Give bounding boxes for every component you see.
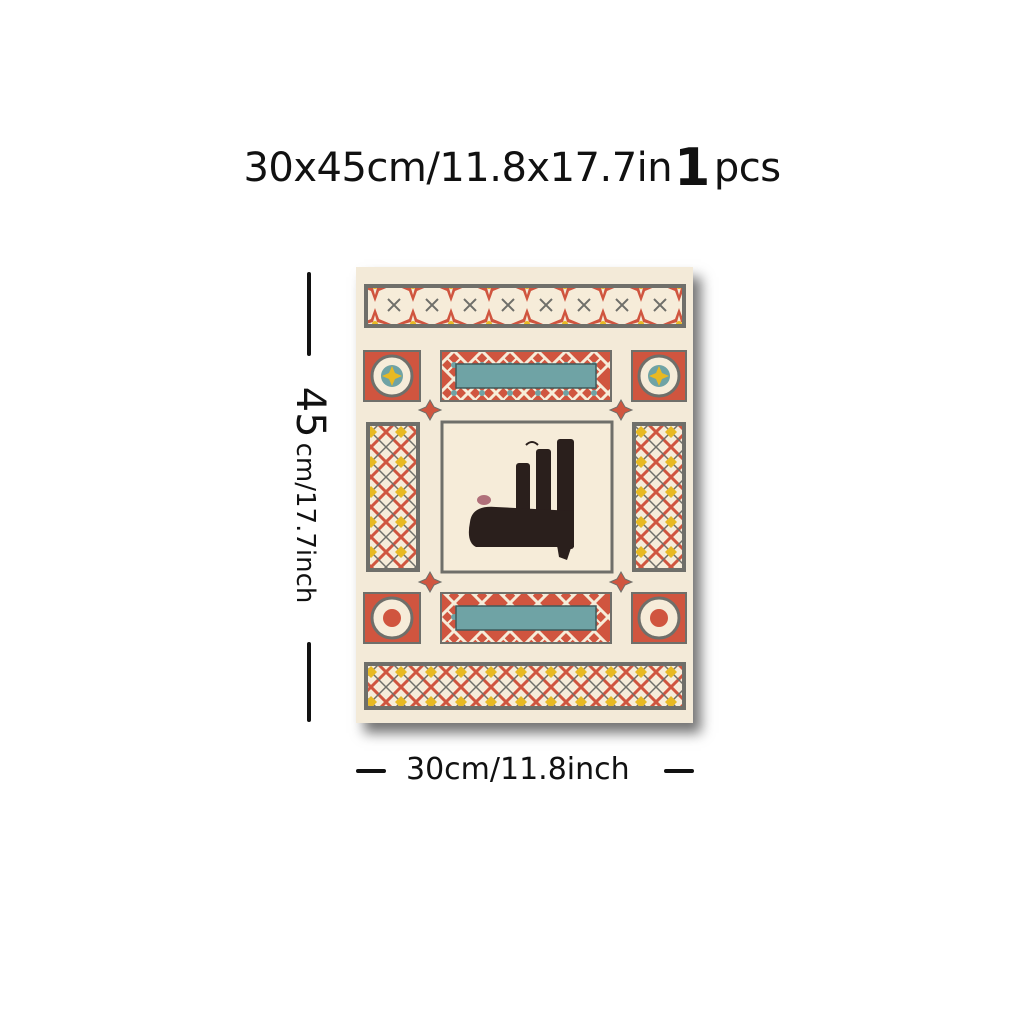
height-unit: cm/17.7inch: [290, 442, 320, 604]
top-teal-inlay: [455, 363, 597, 389]
top-border-band: [368, 288, 682, 324]
bottom-left-medallion: [363, 592, 421, 644]
height-dimension-label: 45 cm/17.7inch: [287, 387, 333, 604]
left-side-panel: [370, 426, 416, 568]
bottom-border-band: [368, 666, 682, 706]
calligraphy-mark: [468, 439, 574, 560]
rosette-ornament: [608, 570, 634, 594]
height-dimension-bar-bottom: [307, 642, 311, 722]
islamic-geometric-artwork: [356, 267, 693, 723]
bottom-teal-inlay: [455, 605, 597, 631]
rosette-ornament: [417, 398, 443, 422]
red-dot-ornament: [477, 495, 491, 505]
right-side-panel: [636, 426, 682, 568]
product-size-title: 30x45cm/11.8x17.7in1 pcs: [0, 138, 1024, 198]
rosette-ornament: [608, 398, 634, 422]
width-dimension-label: 30cm/11.8inch: [406, 752, 630, 787]
top-left-medallion: [363, 350, 421, 402]
height-value: 45: [287, 386, 333, 438]
width-dimension-bar-left: [356, 769, 386, 773]
quantity-number: 1: [674, 138, 710, 198]
bottom-right-medallion: [631, 592, 687, 644]
canvas-artwork: [356, 267, 693, 723]
top-right-medallion: [631, 350, 687, 402]
height-dimension-bar-top: [307, 272, 311, 356]
width-dimension-bar-right: [664, 769, 694, 773]
size-text: 30x45cm/11.8x17.7in: [243, 145, 673, 191]
quantity-unit: pcs: [713, 145, 781, 191]
rosette-ornament: [417, 570, 443, 594]
